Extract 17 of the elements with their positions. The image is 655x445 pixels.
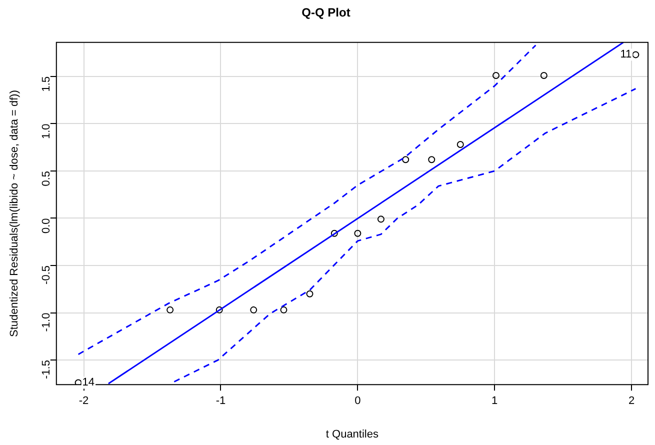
y-tick-label: -1.0	[40, 312, 52, 332]
y-tick-label: 0.5	[40, 170, 52, 186]
annotation: 11	[620, 48, 632, 61]
x-tick-label: 2	[628, 395, 635, 408]
y-axis-title: Studentized Residuals(lm(libido ~ dose, data = df))	[8, 90, 21, 338]
y-tick-label: 1.5	[40, 76, 52, 92]
x-tick-label: 0	[354, 395, 361, 408]
x-tick-label: -1	[216, 395, 226, 408]
annotation: 14	[82, 376, 95, 389]
x-axis-title: t Quantiles	[326, 428, 379, 440]
chart-title: Q-Q Plot	[302, 6, 350, 20]
y-tick-label: 1.0	[40, 124, 52, 139]
y-tick-label: 0.0	[40, 218, 52, 234]
y-tick-label: -0.5	[40, 265, 52, 284]
x-tick-label: -2	[78, 395, 89, 408]
y-tick-label: -1.5	[40, 360, 52, 379]
x-tick-label: 1	[492, 395, 498, 408]
